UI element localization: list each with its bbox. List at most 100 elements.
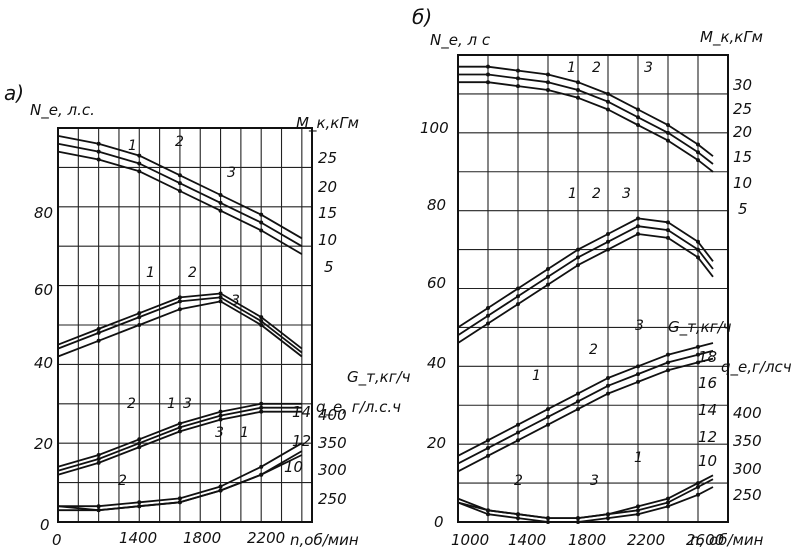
panel-b-power-curve-3 xyxy=(457,233,714,344)
panel-a-label: a) xyxy=(4,81,24,105)
panel-b-ylabel-sfc: q_e,г/лсч xyxy=(721,358,792,377)
panel-b-torque-tick: 15 xyxy=(733,148,752,166)
panel-a-sfc-point xyxy=(177,500,182,505)
panel-b-fuel-rate-tick: 18 xyxy=(698,348,717,366)
panel-b-fuel-rate-tick: 14 xyxy=(698,401,717,419)
panel-b-curve-number: 2 xyxy=(592,186,601,202)
panel-a-fuel_rate-point xyxy=(259,405,264,410)
panel-a-sfc-point xyxy=(259,464,264,469)
panel-b-power-point xyxy=(666,228,670,233)
panel-b-ylabel-fuel-rate: G_т,кг/ч xyxy=(668,318,732,337)
panel-b-torque-point xyxy=(666,138,670,143)
panel-a-x-tick: 2200 xyxy=(247,529,285,547)
panel-b-fuel_rate-point xyxy=(546,414,550,419)
panel-a-power-point xyxy=(259,315,264,320)
panel-a-sfc-point xyxy=(96,504,101,509)
panel-a-fuel-rate-tick: 12 xyxy=(292,432,311,450)
panel-a-y-origin: 0 xyxy=(40,516,50,534)
panel-a-torque-point xyxy=(218,208,223,213)
panel-b-fuel_rate-point xyxy=(636,372,640,377)
panel-b-x-tick: 1800 xyxy=(568,531,606,549)
panel-a-curve-number: 3 xyxy=(183,396,192,412)
panel-b-fuel_rate-curve-1 xyxy=(457,342,714,457)
panel-a-x-origin: 0 xyxy=(52,531,62,549)
panel-a-plot-frame xyxy=(57,127,313,523)
panel-a-ylabel-left: N_e, л.с. xyxy=(30,101,95,120)
panel-b-curve-number: 1 xyxy=(634,450,643,466)
panel-b-sfc-point xyxy=(516,512,520,517)
panel-a-fuel_rate-point xyxy=(137,445,142,450)
panel-b-sfc-point xyxy=(696,492,700,497)
panel-b-sfc-point xyxy=(696,481,700,486)
panel-b-x-tick: 2600 xyxy=(686,531,724,549)
panel-b-torque-point xyxy=(576,95,580,100)
panel-b-x-tick: 2200 xyxy=(627,531,665,549)
panel-b-sfc-tick: 300 xyxy=(733,460,762,478)
panel-b-curve-number: 2 xyxy=(589,342,598,358)
panel-b-sfc-point xyxy=(666,504,670,509)
panel-a: a) N_e, л.с. M_к,кГм G_т,кг/ч q_e, г/л.с… xyxy=(4,81,411,549)
panel-a-sfc-tick: 250 xyxy=(318,490,347,508)
panel-a-sfc-point xyxy=(96,508,101,513)
panel-b-torque-point xyxy=(576,88,580,93)
panel-b-curve-number: 3 xyxy=(590,473,599,489)
panel-a-fuel_rate-point xyxy=(218,413,223,418)
panel-b: б) N_e, л с M_к,кГм G_т,кг/ч q_e,г/лсч n… xyxy=(412,5,792,549)
panel-a-fuel-rate-tick: 14 xyxy=(292,403,311,421)
panel-a-fuel-rate-tick: 10 xyxy=(284,458,303,476)
panel-b-power-point xyxy=(696,247,700,252)
panel-a-y-tick: 80 xyxy=(34,204,53,222)
panel-b-fuel-rate-tick: 12 xyxy=(698,428,717,446)
panel-b-torque-point xyxy=(636,115,640,120)
panel-a-torque-tick: 10 xyxy=(318,231,337,249)
panel-b-fuel_rate-point xyxy=(546,422,550,427)
panel-a-grid xyxy=(57,127,313,523)
panel-a-sfc-tick: 350 xyxy=(318,434,347,452)
panel-a-power-point xyxy=(96,338,101,343)
panel-a-torque-tick: 20 xyxy=(318,178,337,196)
panel-b-torque-point xyxy=(516,84,520,89)
panel-b-power-point xyxy=(546,274,550,279)
panel-a-torque-point xyxy=(96,141,101,146)
panel-b-sfc-point xyxy=(636,512,640,517)
panel-b-torque-point xyxy=(486,72,490,77)
panel-a-power-point xyxy=(218,299,223,304)
panel-b-sfc-point xyxy=(666,500,670,505)
panel-a-sfc-tick: 300 xyxy=(318,461,347,479)
panel-b-sfc-point xyxy=(576,516,580,521)
panel-b-torque-curve-1 xyxy=(458,65,714,157)
panel-a-fuel_rate-point xyxy=(218,409,223,414)
panel-a-torque-tick: 5 xyxy=(324,258,334,276)
panel-b-y-tick: 40 xyxy=(427,354,446,372)
panel-b-torque-point xyxy=(516,76,520,81)
panel-b-sfc-point xyxy=(636,508,640,513)
panel-b-curve-number: 1 xyxy=(568,186,577,202)
panel-b-torque-point xyxy=(636,123,640,128)
panel-b-plot-frame xyxy=(457,54,729,523)
panel-b-sfc-point xyxy=(546,516,550,521)
panel-a-ylabel-fuel-rate: G_т,кг/ч xyxy=(347,368,411,387)
panel-b-y-tick: 80 xyxy=(427,196,446,214)
panel-b-fuel_rate-point xyxy=(516,430,520,435)
panel-b-fuel_rate-point xyxy=(666,360,670,365)
panel-b-torque-curve-3 xyxy=(458,81,714,173)
panel-b-fuel_rate-point xyxy=(636,364,640,369)
panel-b-fuel_rate-point xyxy=(666,352,670,357)
panel-a-power-point xyxy=(218,295,223,300)
panel-a-y-tick: 20 xyxy=(34,435,53,453)
panel-a-curve-number: 2 xyxy=(175,134,184,150)
panel-b-power-curve-1 xyxy=(457,217,714,329)
panel-a-x-tick: 1800 xyxy=(183,529,221,547)
panel-b-y-tick: 100 xyxy=(420,119,449,137)
panel-a-curve-number: 1 xyxy=(167,396,176,412)
panel-a-power-point xyxy=(177,295,182,300)
panel-b-sfc-point xyxy=(486,508,490,513)
panel-a-curve-number: 2 xyxy=(127,396,136,412)
panel-b-torque-point xyxy=(516,68,520,73)
panel-b-curve-number: 3 xyxy=(635,318,644,334)
panel-a-x-tick: 1400 xyxy=(119,529,157,547)
panel-a-torque-point xyxy=(96,157,101,162)
panel-a-curve-number: 1 xyxy=(240,425,249,441)
panel-b-power-point xyxy=(546,267,550,272)
panel-a-torque-point xyxy=(137,161,142,166)
